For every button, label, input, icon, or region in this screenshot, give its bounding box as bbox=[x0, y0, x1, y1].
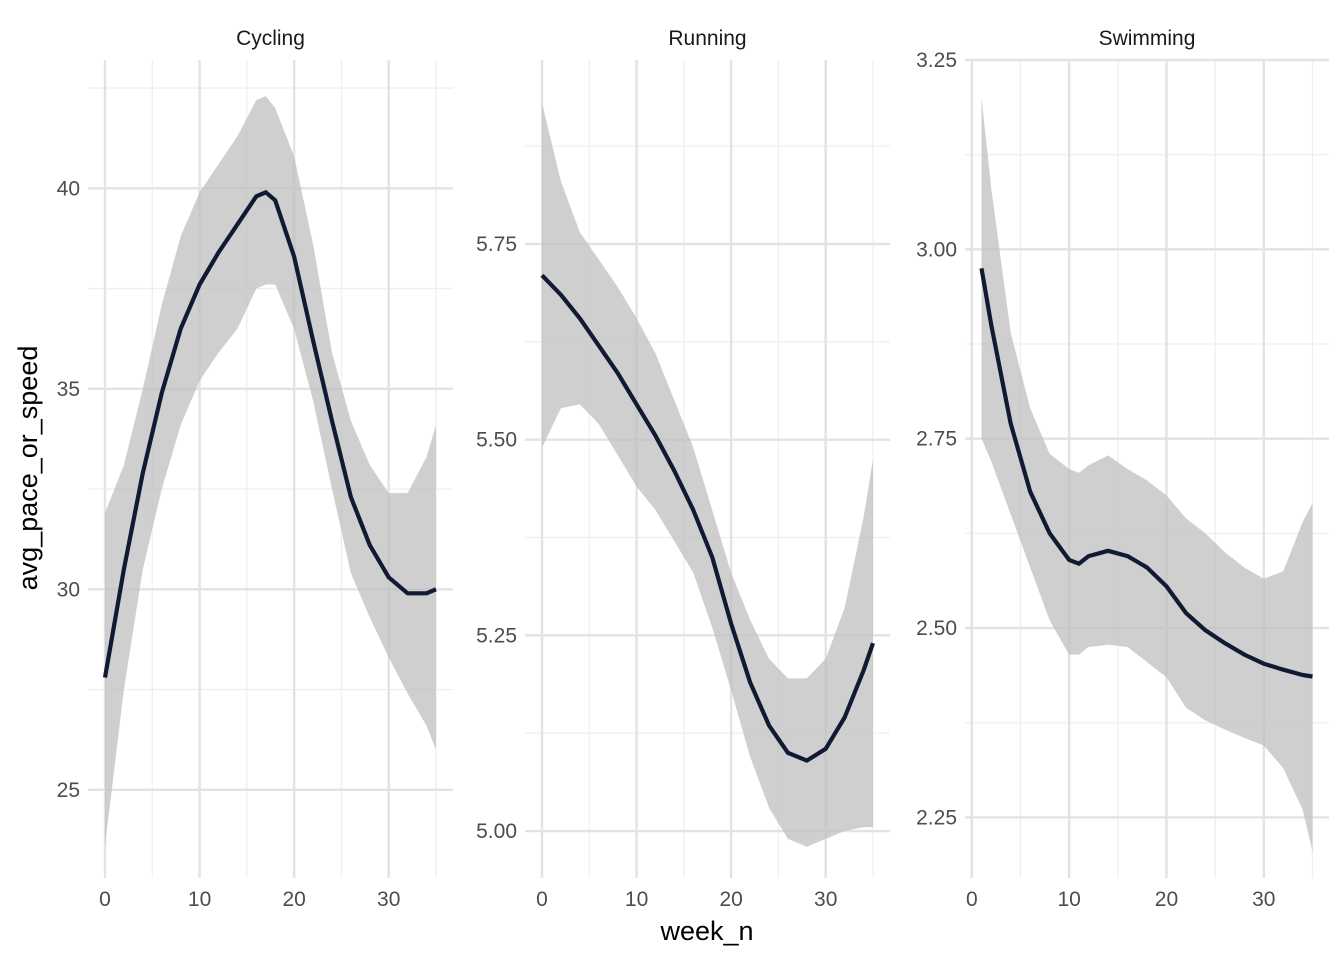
y-tick-label: 5.25 bbox=[476, 624, 517, 647]
y-axis-title: avg_pace_or_speed bbox=[13, 346, 43, 591]
facet-panel-running: Running 0 10 20 30 5.00 5.25 5.50 5.75 bbox=[476, 27, 890, 911]
confidence-ribbon bbox=[981, 97, 1313, 852]
x-tick-label: 0 bbox=[536, 888, 548, 911]
y-tick-label: 2.50 bbox=[916, 617, 957, 640]
y-tick-label: 25 bbox=[57, 779, 80, 802]
x-tick-label: 10 bbox=[188, 888, 211, 911]
x-tick-label: 20 bbox=[282, 888, 305, 911]
facet-panel-swimming: Swimming 0 10 20 30 2.25 2.50 2.75 3.00 3.25 bbox=[916, 27, 1329, 911]
confidence-ribbon bbox=[542, 103, 873, 847]
y-tick-label: 40 bbox=[57, 177, 80, 200]
y-tick-label: 3.00 bbox=[916, 238, 957, 261]
x-tick-label: 20 bbox=[719, 888, 742, 911]
y-tick-label: 3.25 bbox=[916, 49, 957, 72]
x-axis-title: week_n bbox=[659, 916, 753, 946]
y-tick-label: 5.50 bbox=[476, 429, 517, 452]
smoothed-fit-line bbox=[102, 190, 437, 678]
x-tick-label: 10 bbox=[1057, 888, 1080, 911]
facet-panel-cycling: Cycling 0 10 20 30 25 30 35 40 bbox=[57, 27, 453, 911]
facet-strip-title: Swimming bbox=[1099, 27, 1196, 50]
y-tick-label: 35 bbox=[57, 378, 80, 401]
x-tick-label: 10 bbox=[625, 888, 648, 911]
x-tick-label: 0 bbox=[99, 888, 111, 911]
x-tick-label: 30 bbox=[814, 888, 837, 911]
x-tick-label: 30 bbox=[377, 888, 400, 911]
smoothed-fit-line bbox=[540, 273, 875, 763]
facet-strip-title: Running bbox=[668, 27, 746, 50]
y-tick-label: 5.75 bbox=[476, 233, 517, 256]
x-tick-label: 20 bbox=[1155, 888, 1178, 911]
smoothed-fit-line bbox=[979, 267, 1313, 679]
y-tick-label: 2.75 bbox=[916, 428, 957, 451]
x-tick-label: 0 bbox=[966, 888, 978, 911]
y-tick-label: 2.25 bbox=[916, 806, 957, 829]
y-tick-label: 30 bbox=[57, 578, 80, 601]
confidence-ribbon bbox=[105, 96, 436, 846]
y-tick-label: 5.00 bbox=[476, 820, 517, 843]
x-tick-label: 30 bbox=[1252, 888, 1275, 911]
facet-strip-title: Cycling bbox=[236, 27, 305, 50]
